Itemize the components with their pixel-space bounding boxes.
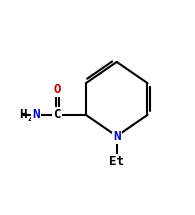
Text: Et: Et <box>109 155 124 169</box>
Text: N: N <box>113 130 121 143</box>
Text: O: O <box>53 83 61 95</box>
Text: 2: 2 <box>27 114 32 123</box>
Text: N: N <box>32 108 40 121</box>
Text: C: C <box>53 108 61 121</box>
Text: H: H <box>20 108 27 121</box>
